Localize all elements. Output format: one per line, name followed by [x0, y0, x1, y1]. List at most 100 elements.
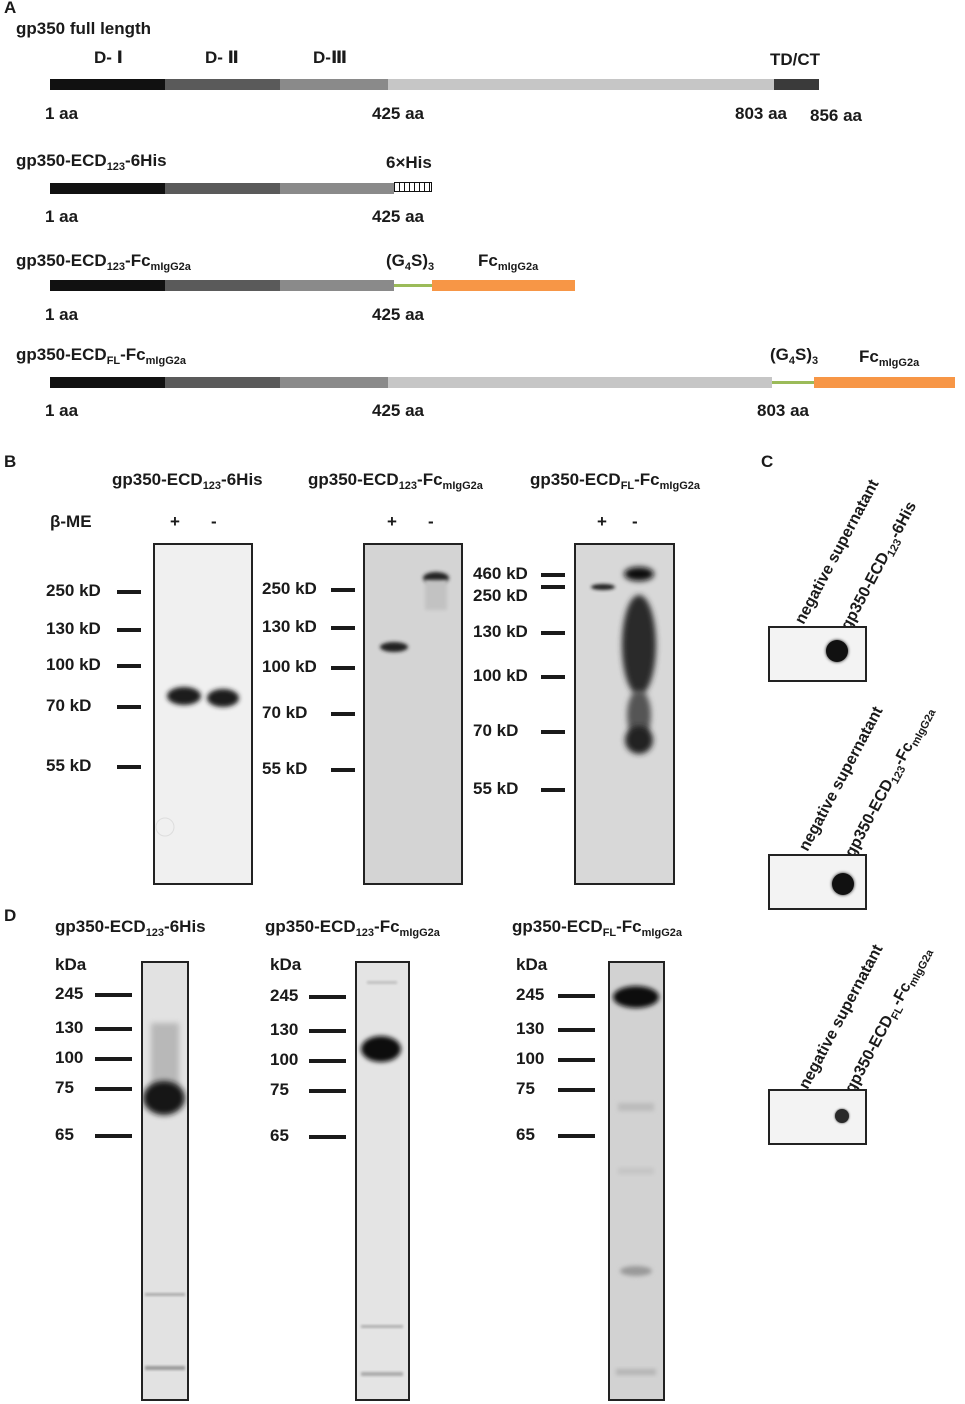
mw-marker-label: 55 kD	[473, 779, 519, 798]
mw-marker-tick	[558, 1088, 595, 1092]
sds-gel-lane-2	[355, 961, 410, 1401]
mw-marker-tick	[331, 712, 355, 716]
aa-label: 425 aa	[372, 305, 424, 324]
construct-title-fc123: gp350-ECD123-FcmIgG2a	[16, 251, 191, 273]
western-blot-1	[153, 543, 253, 885]
mw-marker-label: 250 kD	[46, 581, 101, 600]
blot-band	[591, 584, 615, 590]
dot-blot-1	[768, 626, 867, 682]
ecd-remainder-bar	[388, 377, 772, 388]
mw-marker-label: 250 kD	[473, 586, 528, 605]
blot-band	[624, 567, 654, 581]
mw-marker-tick	[309, 995, 346, 999]
mw-marker-tick	[331, 768, 355, 772]
domain-bar-d3	[280, 280, 394, 291]
domain-bar-tdct	[774, 79, 819, 90]
mw-marker-tick	[309, 1135, 346, 1139]
construct-title-his: gp350-ECD123-6His	[16, 151, 167, 173]
mw-marker-label: 100	[55, 1048, 84, 1067]
blot-band	[167, 687, 201, 705]
aa-label: 803 aa	[735, 104, 787, 123]
mw-marker-label: 55 kD	[46, 756, 92, 775]
domain-bar-d3	[280, 79, 388, 90]
lane-minus: -	[428, 512, 434, 531]
mw-marker-label: 460 kD	[473, 564, 528, 583]
blot-title-3: gp350-ECDFL-FcmIgG2a	[530, 470, 700, 492]
domain-bar-d2	[165, 79, 280, 90]
aa-label: 803 aa	[757, 401, 809, 420]
lane-plus: +	[170, 512, 180, 531]
mw-marker-tick	[541, 730, 565, 734]
aa-label: 1 aa	[45, 401, 79, 420]
mw-marker-tick	[95, 1027, 132, 1031]
panel-label-a: A	[4, 0, 17, 17]
fc-label: FcmIgG2a	[478, 251, 539, 273]
domain-bar-d1	[50, 280, 165, 291]
mw-marker-label: 130	[516, 1019, 545, 1038]
linker-label: (G4S)3	[386, 251, 435, 273]
mw-marker-label: 130 kD	[473, 622, 528, 641]
kda-label: kDa	[270, 955, 302, 974]
mw-marker-label: 245	[55, 984, 84, 1003]
domain-label-d1: D- Ⅰ	[94, 48, 123, 67]
linker-label: (G4S)3	[770, 345, 819, 367]
mw-marker-tick	[309, 1059, 346, 1063]
mw-marker-tick	[95, 1087, 132, 1091]
dot-signal	[832, 873, 854, 895]
gel-band	[613, 986, 659, 1008]
mw-marker-tick	[331, 666, 355, 670]
linker-bar	[772, 381, 814, 384]
mw-marker-tick	[541, 573, 565, 577]
dot-signal	[826, 640, 848, 662]
aa-label: 856 aa	[810, 106, 862, 125]
aa-label: 1 aa	[45, 104, 79, 123]
fc-label: FcmIgG2a	[859, 347, 920, 369]
blot-band	[380, 642, 408, 652]
aa-label: 425 aa	[372, 207, 424, 226]
mw-marker-tick	[309, 1089, 346, 1093]
mw-marker-tick	[117, 628, 141, 632]
aa-label: 1 aa	[45, 207, 79, 226]
mw-marker-tick	[117, 590, 141, 594]
domain-bar-d1	[50, 79, 165, 90]
gel-title-1: gp350-ECD123-6His	[55, 917, 206, 939]
mw-marker-label: 55 kD	[262, 759, 308, 778]
mw-marker-label: 70 kD	[473, 721, 519, 740]
domain-bar-d3	[280, 183, 394, 194]
fc-bar	[814, 377, 955, 388]
mw-marker-label: 130 kD	[262, 617, 317, 636]
mw-marker-label: 65	[516, 1125, 535, 1144]
blot-title-1: gp350-ECD123-6His	[112, 470, 263, 492]
mw-marker-label: 100 kD	[262, 657, 317, 676]
domain-bar-d2	[165, 377, 280, 388]
panel-label-d: D	[4, 906, 17, 925]
mw-marker-tick	[558, 1028, 595, 1032]
mw-marker-tick	[95, 1057, 132, 1061]
mw-marker-label: 130	[270, 1020, 299, 1039]
mw-marker-label: 70 kD	[262, 703, 308, 722]
domain-label-d2: D- Ⅱ	[205, 48, 239, 67]
gel-band	[620, 1266, 652, 1276]
western-blot-2	[363, 543, 463, 885]
blot-band	[207, 689, 239, 707]
mw-marker-label: 130 kD	[46, 619, 101, 638]
fc-bar	[432, 280, 575, 291]
mw-marker-tick	[117, 664, 141, 668]
aa-label: 1 aa	[45, 305, 79, 324]
sds-gel-lane-1	[141, 961, 189, 1401]
mw-marker-tick	[558, 1058, 595, 1062]
panel-label-c: C	[761, 452, 774, 471]
dot-blot-2	[768, 854, 867, 910]
mw-marker-tick	[95, 1134, 132, 1138]
aa-label: 425 aa	[372, 401, 424, 420]
gel-band	[143, 1081, 185, 1115]
mw-marker-label: 130	[55, 1018, 84, 1037]
bme-label: β-ME	[50, 512, 92, 531]
mw-marker-label: 100 kD	[46, 655, 101, 674]
mw-marker-label: 245	[516, 985, 545, 1004]
sds-gel-lane-3	[608, 961, 665, 1401]
domain-label-tdct: TD/CT	[770, 50, 821, 69]
blot-band	[625, 726, 653, 754]
his-tag-label: 6×His	[386, 153, 432, 172]
his-tag-bar	[394, 182, 432, 192]
